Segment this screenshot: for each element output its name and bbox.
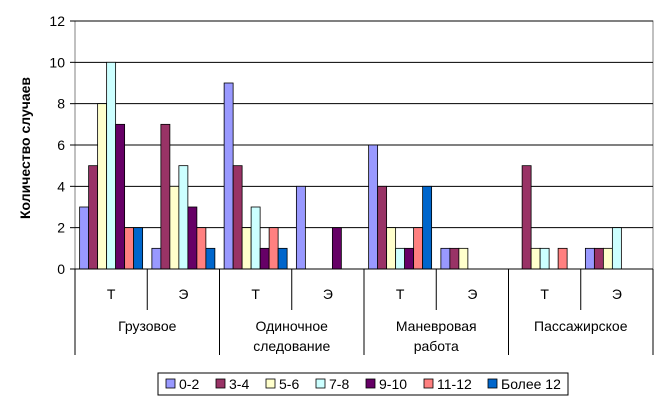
bar-0-2-0 xyxy=(79,206,90,270)
legend-swatch xyxy=(215,378,226,389)
bar-7-8-7 xyxy=(611,227,622,270)
bar-0-2-2 xyxy=(223,82,234,270)
x-subcategory-label: Т xyxy=(251,286,260,302)
bar-5-6-4 xyxy=(386,227,397,270)
bar-0-2-3 xyxy=(295,185,306,270)
y-tick-label: 10 xyxy=(49,54,65,70)
legend-swatch xyxy=(487,378,498,389)
legend-label: 9-10 xyxy=(379,376,407,392)
bar-9-10-3 xyxy=(331,227,342,270)
legend-swatch xyxy=(423,378,434,389)
y-tick-label: 2 xyxy=(57,220,65,236)
bar-7-8-1 xyxy=(178,165,189,270)
x-group-label: Маневровая xyxy=(396,318,477,334)
bar-9-10-4 xyxy=(404,247,415,270)
bar-5-6-1 xyxy=(169,185,180,270)
bar-3-4-2 xyxy=(232,165,243,270)
bar-5-6-7 xyxy=(602,247,613,270)
bar-11-12-2 xyxy=(268,227,279,270)
legend-swatch xyxy=(265,378,276,389)
x-subcategory-label: Э xyxy=(323,286,333,302)
bar-5-6-6 xyxy=(530,247,541,270)
x-subcategory-label: Т xyxy=(540,286,549,302)
bar-5-6-2 xyxy=(241,227,252,270)
y-tick-label: 8 xyxy=(57,96,65,112)
legend-label: 3-4 xyxy=(229,376,249,392)
legend-label: 11-12 xyxy=(437,376,472,392)
bar-3-4-5 xyxy=(449,247,460,270)
x-subcategory-label: Т xyxy=(396,286,405,302)
bar-3-4-6 xyxy=(521,165,532,270)
bars xyxy=(79,61,622,270)
bar-7-8-6 xyxy=(539,247,550,270)
legend-label: 0-2 xyxy=(179,376,199,392)
legend-box xyxy=(157,372,569,396)
y-tick-label: 0 xyxy=(57,261,65,277)
bar-7-8-4 xyxy=(395,247,406,270)
bar-3-4-0 xyxy=(88,165,99,270)
x-subcategory-label: Э xyxy=(178,286,188,302)
legend-label: Более 12 xyxy=(501,376,561,392)
x-group-label: Пассажирское xyxy=(534,318,628,334)
bar-3-4-4 xyxy=(377,185,388,270)
legend: 0-2 3-4 5-6 7-8 9-10 11-12 Более 12 xyxy=(157,372,569,396)
bar-9-10-0 xyxy=(115,123,126,270)
bar-11-12-6 xyxy=(557,247,568,270)
bar-Более-12-4 xyxy=(422,185,433,270)
x-group-label: Грузовое xyxy=(118,318,177,334)
bar-7-8-0 xyxy=(106,61,117,270)
legend-swatch xyxy=(165,378,176,389)
bar-Более-12-0 xyxy=(133,227,144,270)
bar-0-2-4 xyxy=(368,144,379,270)
x-group-label: Одиночное xyxy=(256,318,329,334)
bar-0-2-1 xyxy=(151,247,162,270)
bar-11-12-0 xyxy=(124,227,135,270)
bar-11-12-4 xyxy=(413,227,424,270)
x-subcategory-label: Э xyxy=(612,286,622,302)
y-axis-label: Количество случаев xyxy=(17,77,33,219)
legend-label: 7-8 xyxy=(329,376,349,392)
legend-label: 5-6 xyxy=(279,376,299,392)
y-tick-label: 12 xyxy=(49,13,65,29)
y-tick-label: 4 xyxy=(57,178,65,194)
bar-Более-12-2 xyxy=(277,247,288,270)
bar-7-8-2 xyxy=(250,206,261,270)
bar-9-10-1 xyxy=(187,206,198,270)
bar-9-10-2 xyxy=(259,247,270,270)
bar-5-6-5 xyxy=(458,247,469,270)
bar-0-2-7 xyxy=(584,247,595,270)
legend-swatch xyxy=(315,378,326,389)
bar-11-12-1 xyxy=(196,227,207,270)
x-group-label: работа xyxy=(414,338,459,354)
legend-swatch xyxy=(365,378,376,389)
bar-0-2-5 xyxy=(440,247,451,270)
x-subcategory-label: Э xyxy=(467,286,477,302)
x-group-label: следование xyxy=(253,338,330,354)
bar-3-4-7 xyxy=(593,247,604,270)
y-tick-label: 6 xyxy=(57,137,65,153)
bar-Более-12-1 xyxy=(205,247,216,270)
x-subcategory-label: Т xyxy=(107,286,116,302)
bar-3-4-1 xyxy=(160,123,171,270)
bar-5-6-0 xyxy=(97,103,108,270)
y-axis-ticks: 0 2 4 6 8 10 12 xyxy=(49,13,75,277)
